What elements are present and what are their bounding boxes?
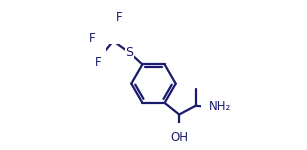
- Text: F: F: [89, 32, 96, 45]
- Text: F: F: [95, 56, 102, 69]
- Text: F: F: [116, 11, 123, 24]
- Text: OH: OH: [170, 131, 188, 144]
- Text: S: S: [126, 46, 134, 59]
- Text: NH₂: NH₂: [209, 100, 231, 113]
